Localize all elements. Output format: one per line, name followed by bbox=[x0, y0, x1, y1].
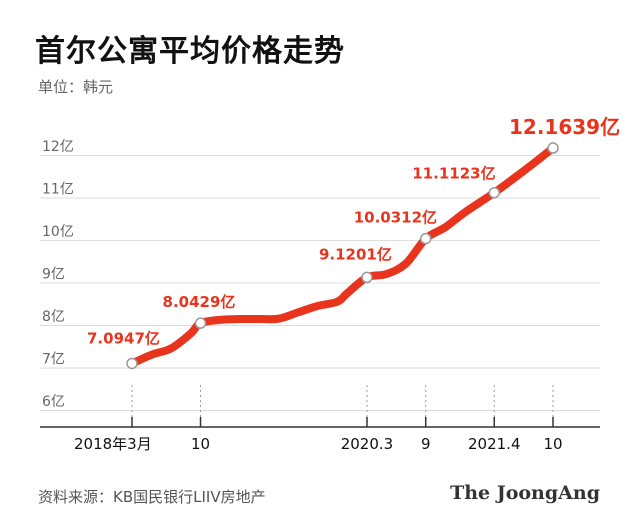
x-tick-label: 10 bbox=[191, 435, 210, 453]
data-label: 12.1639亿 bbox=[509, 115, 620, 139]
data-label: 9.1201亿 bbox=[319, 245, 392, 263]
data-point bbox=[194, 317, 207, 329]
x-tick-label: 2018年3月 bbox=[74, 435, 152, 453]
y-axis-ticks: 6亿 7亿 8亿 9亿 10亿 11亿 12亿 bbox=[42, 139, 74, 410]
data-point bbox=[488, 186, 501, 199]
y-tick-label: 9亿 bbox=[42, 267, 65, 283]
y-tick-label: 11亿 bbox=[42, 182, 74, 198]
source-note: 资料来源：KB国民银行LIIV房地产 bbox=[38, 488, 266, 506]
data-label: 11.1123亿 bbox=[412, 165, 495, 183]
data-point bbox=[126, 357, 138, 370]
data-label: 8.0429亿 bbox=[163, 293, 236, 311]
y-tick-label: 6亿 bbox=[42, 394, 65, 410]
grid-lines bbox=[40, 155, 600, 411]
x-tick-label: 9 bbox=[421, 435, 431, 453]
data-point bbox=[419, 232, 432, 245]
y-tick-label: 12亿 bbox=[42, 139, 74, 155]
brand-logo: The JoongAng bbox=[450, 482, 600, 504]
chart-title: 首尔公寓平均价格走势 bbox=[35, 34, 345, 69]
data-label: 10.0312亿 bbox=[354, 209, 437, 227]
unit-label: 单位：韩元 bbox=[38, 78, 114, 96]
y-tick-label: 8亿 bbox=[42, 309, 65, 325]
data-label: 7.0947亿 bbox=[87, 329, 160, 347]
data-point bbox=[547, 142, 559, 154]
x-axis: 2018年3月 10 2020.3 9 2021.4 10 bbox=[40, 385, 600, 453]
x-tick-label: 2021.4 bbox=[468, 435, 521, 453]
x-tick-label: 10 bbox=[543, 435, 562, 453]
price-series bbox=[126, 142, 559, 370]
y-tick-label: 7亿 bbox=[42, 352, 65, 368]
y-tick-label: 10亿 bbox=[42, 224, 74, 240]
data-point bbox=[361, 271, 373, 284]
x-tick-label: 2020.3 bbox=[341, 435, 394, 453]
